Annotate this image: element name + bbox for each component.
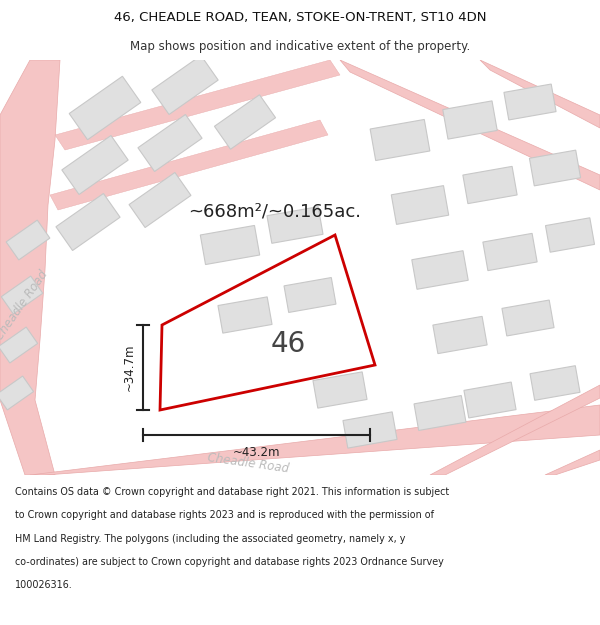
Polygon shape (30, 405, 600, 475)
Polygon shape (464, 382, 516, 418)
Polygon shape (200, 226, 260, 264)
Polygon shape (545, 217, 595, 252)
Polygon shape (218, 297, 272, 333)
Text: Map shows position and indicative extent of the property.: Map shows position and indicative extent… (130, 40, 470, 53)
Polygon shape (56, 194, 120, 251)
Text: 46: 46 (271, 330, 305, 357)
Text: co-ordinates) are subject to Crown copyright and database rights 2023 Ordnance S: co-ordinates) are subject to Crown copyr… (15, 557, 444, 567)
Polygon shape (430, 385, 600, 475)
Polygon shape (129, 173, 191, 228)
Polygon shape (480, 60, 600, 128)
Polygon shape (443, 101, 497, 139)
Polygon shape (69, 76, 141, 140)
Polygon shape (502, 300, 554, 336)
Polygon shape (530, 366, 580, 400)
Polygon shape (545, 450, 600, 475)
Polygon shape (6, 220, 50, 260)
Text: Cheadle Road: Cheadle Road (206, 451, 290, 475)
Polygon shape (412, 251, 468, 289)
Polygon shape (284, 278, 336, 312)
Text: to Crown copyright and database rights 2023 and is reproduced with the permissio: to Crown copyright and database rights 2… (15, 510, 434, 520)
Polygon shape (152, 56, 218, 114)
Polygon shape (313, 372, 367, 408)
Polygon shape (343, 412, 397, 448)
Text: ~43.2m: ~43.2m (233, 446, 280, 459)
Polygon shape (340, 60, 600, 190)
Polygon shape (267, 207, 323, 243)
Polygon shape (463, 166, 517, 204)
Text: ~34.7m: ~34.7m (122, 344, 136, 391)
Text: 100026316.: 100026316. (15, 580, 73, 590)
Text: Contains OS data © Crown copyright and database right 2021. This information is : Contains OS data © Crown copyright and d… (15, 487, 449, 497)
Polygon shape (55, 60, 340, 150)
Polygon shape (391, 186, 449, 224)
Polygon shape (1, 276, 43, 314)
Polygon shape (483, 233, 537, 271)
Polygon shape (370, 119, 430, 161)
Polygon shape (504, 84, 556, 120)
Polygon shape (414, 396, 466, 431)
Polygon shape (0, 327, 38, 363)
Polygon shape (433, 316, 487, 354)
Polygon shape (0, 376, 34, 410)
Polygon shape (138, 114, 202, 171)
Text: ~668m²/~0.165ac.: ~668m²/~0.165ac. (188, 203, 361, 221)
Polygon shape (50, 120, 328, 210)
Polygon shape (529, 150, 581, 186)
Text: Cheadle Road: Cheadle Road (0, 268, 51, 342)
Text: 46, CHEADLE ROAD, TEAN, STOKE-ON-TRENT, ST10 4DN: 46, CHEADLE ROAD, TEAN, STOKE-ON-TRENT, … (114, 11, 486, 24)
Polygon shape (62, 136, 128, 194)
Polygon shape (214, 95, 275, 149)
Text: HM Land Registry. The polygons (including the associated geometry, namely x, y: HM Land Registry. The polygons (includin… (15, 534, 406, 544)
Polygon shape (0, 60, 60, 475)
